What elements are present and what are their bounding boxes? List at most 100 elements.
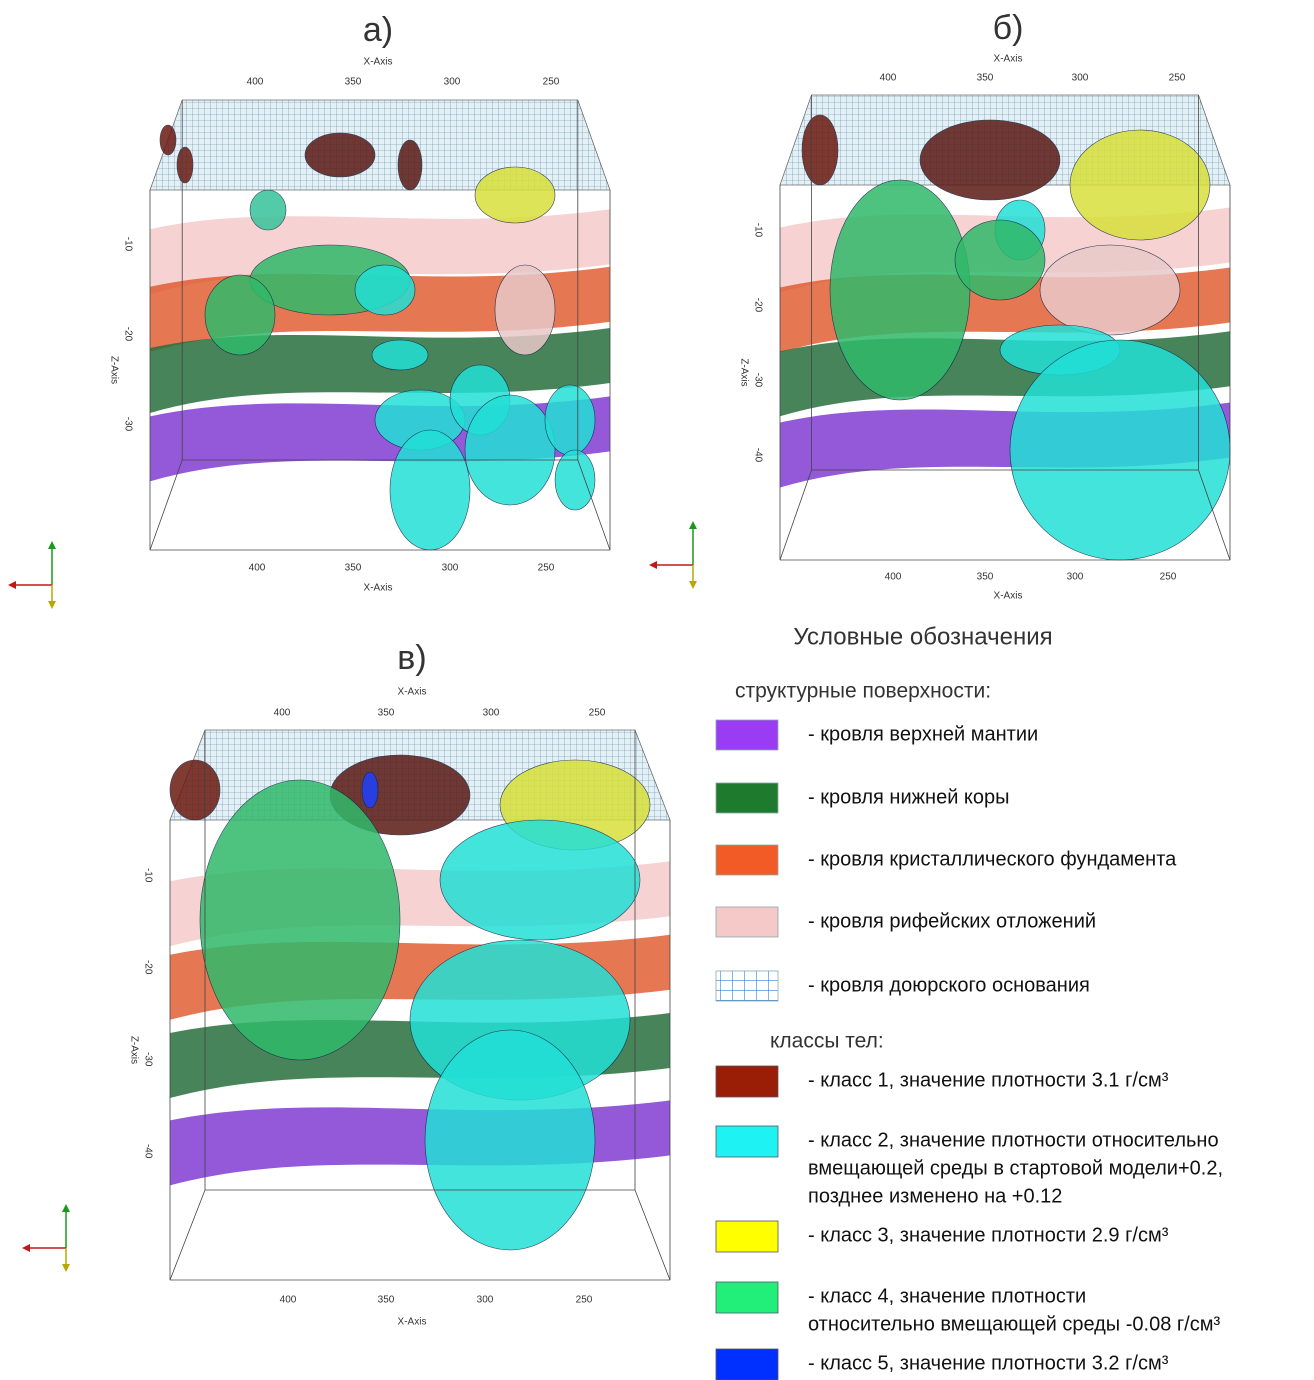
legend-header: классы тел: — [770, 1030, 884, 1053]
body — [802, 115, 838, 185]
legend-text: - кровля нижней коры — [808, 786, 1010, 808]
body — [362, 772, 378, 808]
body — [495, 265, 555, 355]
z-tick-label: -40 — [752, 448, 763, 463]
x-tick-label: 250 — [1169, 73, 1186, 84]
legend-header: структурные поверхности: — [735, 680, 991, 703]
z-tick-label: -20 — [142, 960, 153, 975]
body — [920, 120, 1060, 200]
body — [372, 340, 428, 370]
x-tick-label: 400 — [274, 708, 291, 719]
panel-label: в) — [397, 639, 426, 677]
x-tick-label: 250 — [543, 77, 560, 88]
body — [390, 430, 470, 550]
x-tick-label: 300 — [483, 708, 500, 719]
legend-swatch — [716, 845, 778, 875]
z-tick-label: -40 — [142, 1144, 153, 1159]
legend-swatch — [716, 1126, 778, 1157]
x-tick-label: 250 — [1160, 572, 1177, 583]
legend-text: - класс 1, значение плотности 3.1 г/см³ — [808, 1069, 1169, 1091]
body — [177, 147, 193, 183]
body — [545, 385, 595, 455]
body — [555, 450, 595, 510]
body — [398, 140, 422, 190]
x-tick-label: 350 — [345, 77, 362, 88]
legend-swatch — [716, 1066, 778, 1097]
z-tick-label: -10 — [122, 237, 133, 252]
z-tick-label: -10 — [142, 868, 153, 883]
legend-text: относительно вмещающей среды -0.08 г/см³ — [808, 1313, 1220, 1335]
x-tick-label: 250 — [576, 1295, 593, 1306]
body — [305, 133, 375, 177]
body — [160, 125, 176, 155]
x-axis-label: X-Axis — [994, 54, 1023, 65]
legend-text: вмещающей среды в стартовой модели+0.2, — [808, 1157, 1223, 1179]
legend-text: - класс 4, значение плотности — [808, 1285, 1086, 1307]
z-tick-label: -30 — [142, 1052, 153, 1067]
x-tick-label: 350 — [977, 572, 994, 583]
legend-text: - кровля кристаллического фундамента — [808, 848, 1177, 870]
z-tick-label: -30 — [752, 373, 763, 388]
legend-swatch — [716, 907, 778, 937]
legend-text: - класс 2, значение плотности относитель… — [808, 1129, 1219, 1151]
x-axis-label: X-Axis — [364, 57, 393, 68]
x-axis-label: X-Axis — [398, 687, 427, 698]
body — [440, 820, 640, 940]
legend-swatch — [716, 971, 778, 1001]
legend-text: - класс 3, значение плотности 2.9 г/см³ — [808, 1224, 1169, 1246]
x-tick-label: 300 — [442, 563, 459, 574]
z-axis-label: Z-Axis — [108, 356, 119, 384]
legend-text: позднее изменено на +0.12 — [808, 1185, 1062, 1207]
x-tick-label: 400 — [885, 572, 902, 583]
legend-swatch — [716, 1221, 778, 1252]
legend-text: - кровля рифейских отложений — [808, 910, 1096, 932]
x-tick-label: 350 — [378, 708, 395, 719]
body — [955, 220, 1045, 300]
x-tick-label: 350 — [378, 1295, 395, 1306]
body — [355, 265, 415, 315]
x-tick-label: 350 — [977, 73, 994, 84]
body — [170, 760, 220, 820]
x-axis-label: X-Axis — [364, 583, 393, 594]
x-tick-label: 300 — [1067, 572, 1084, 583]
x-tick-label: 400 — [247, 77, 264, 88]
x-tick-label: 300 — [1072, 73, 1089, 84]
x-tick-label: 250 — [589, 708, 606, 719]
x-tick-label: 350 — [345, 563, 362, 574]
legend-swatch — [716, 720, 778, 750]
panel-label: а) — [363, 11, 393, 49]
z-tick-label: -20 — [122, 327, 133, 342]
body — [1040, 245, 1180, 335]
x-tick-label: 300 — [444, 77, 461, 88]
z-tick-label: -30 — [122, 417, 133, 432]
legend-swatch — [716, 1349, 778, 1380]
x-tick-label: 400 — [880, 73, 897, 84]
z-tick-label: -20 — [752, 298, 763, 313]
x-tick-label: 400 — [249, 563, 266, 574]
legend-text: - кровля доюрского основания — [808, 974, 1090, 996]
z-tick-label: -10 — [752, 223, 763, 238]
legend-swatch — [716, 783, 778, 813]
body — [465, 395, 555, 505]
x-axis-label: X-Axis — [994, 591, 1023, 602]
body — [1070, 130, 1210, 240]
body — [205, 275, 275, 355]
x-tick-label: 300 — [477, 1295, 494, 1306]
z-axis-label: Z-Axis — [738, 358, 749, 386]
body — [1010, 340, 1230, 560]
x-tick-label: 250 — [538, 563, 555, 574]
x-tick-label: 400 — [280, 1295, 297, 1306]
body — [250, 190, 286, 230]
legend-title: Условные обозначения — [793, 623, 1052, 650]
figure: а) X-Axis X-Axis 400 400 350 350 300 300 250 250 -1… — [0, 0, 1314, 1380]
x-axis-label: X-Axis — [398, 1317, 427, 1328]
legend-text: - кровля верхней мантии — [808, 723, 1038, 745]
panel-label: б) — [993, 9, 1024, 47]
body — [830, 180, 970, 400]
body — [475, 167, 555, 223]
legend-text: - класс 5, значение плотности 3.2 г/см³ — [808, 1352, 1169, 1374]
body — [425, 1030, 595, 1250]
z-axis-label: Z-Axis — [128, 1036, 139, 1064]
body — [200, 780, 400, 1060]
legend-swatch — [716, 1282, 778, 1313]
